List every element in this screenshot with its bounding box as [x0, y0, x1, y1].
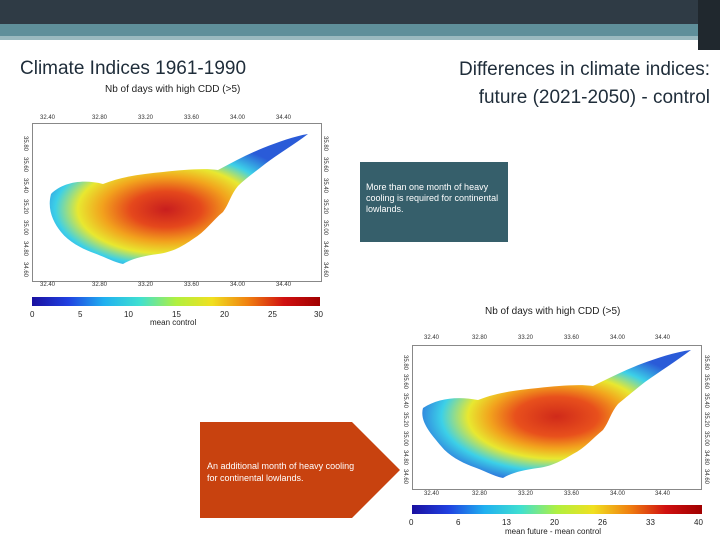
map2-bottom-lon-3: 33.60	[564, 491, 580, 497]
header-corner-block	[698, 0, 720, 50]
map1-island	[49, 134, 308, 264]
map2-right-lat-4: 35.00	[703, 431, 709, 447]
map2-right-lat-3: 35.20	[703, 412, 709, 428]
map1-top-lon-1: 32.80	[92, 115, 108, 121]
map1-right-lat-3: 35.20	[322, 199, 328, 215]
slide-title-right-line2: future (2021-2050) - control	[478, 87, 710, 108]
map2-cbar-tick-6: 40	[694, 518, 703, 527]
map2-left-lat-0: 35.80	[402, 355, 408, 371]
map1-cbar-tick-0: 0	[30, 310, 35, 319]
map1-right-lat-6: 34.60	[322, 262, 328, 278]
header-accent-bar	[0, 24, 720, 36]
callout-orange: An additional month of heavy cooling for…	[200, 422, 400, 518]
map1-top-lon-3: 33.60	[184, 115, 200, 121]
map2-left-lat-5: 34.80	[402, 450, 408, 466]
map2-right-lat-5: 34.80	[703, 450, 709, 466]
callout-orange-text: An additional month of heavy cooling for…	[207, 461, 355, 483]
slide-title-right-line1: Differences in climate indices:	[459, 59, 710, 80]
map1-top-lon-4: 34.00	[230, 115, 246, 121]
map2-bottom-lon-0: 32.40	[424, 491, 440, 497]
map2-title: Nb of days with high CDD (>5)	[485, 306, 621, 317]
callout-orange-shape	[200, 422, 400, 518]
map2-bottom-lon-4: 34.00	[610, 491, 626, 497]
map1-left-lat-0: 35.80	[22, 136, 28, 152]
map2-right-lat-2: 35.40	[703, 393, 709, 409]
slide-title-right: Differences in climate indices: future (…	[390, 56, 710, 112]
map1-top-lon-5: 34.40	[276, 115, 292, 121]
map2-cbar-label: mean future - mean control	[505, 527, 602, 536]
slide-title-left: Climate Indices 1961-1990	[20, 58, 247, 79]
map1-bottom-lon-2: 33.20	[138, 282, 154, 288]
map1-cbar-label: mean control	[150, 318, 197, 327]
map2-cbar-tick-0: 0	[409, 518, 414, 527]
map1-left-lat-2: 35.40	[22, 178, 28, 194]
map1-frame	[32, 123, 322, 282]
map2-cbar-tick-2: 13	[502, 518, 511, 527]
map1-right-lat-0: 35.80	[322, 136, 328, 152]
map1-bottom-lon-1: 32.80	[92, 282, 108, 288]
map1-cbar-tick-3: 15	[172, 310, 181, 319]
map1-cbar-tick-6: 30	[314, 310, 323, 319]
map1-cbar-tick-4: 20	[220, 310, 229, 319]
map1-left-lat-5: 34.80	[22, 241, 28, 257]
map2-right-lat-0: 35.80	[703, 355, 709, 371]
map2-right-lat-1: 35.60	[703, 374, 709, 390]
map1-right-lat-1: 35.60	[322, 157, 328, 173]
map1-title: Nb of days with high CDD (>5)	[105, 84, 241, 95]
map2-left-lat-4: 35.00	[402, 431, 408, 447]
map1-bottom-lon-0: 32.40	[40, 282, 56, 288]
map1-top-lon-0: 32.40	[40, 115, 56, 121]
map2-top-lon-5: 34.40	[655, 335, 671, 341]
map1-right-lat-4: 35.00	[322, 220, 328, 236]
map1-bottom-lon-3: 33.60	[184, 282, 200, 288]
map2-left-lat-3: 35.20	[402, 412, 408, 428]
map2-top-lon-4: 34.00	[610, 335, 626, 341]
map1-bottom-lon-4: 34.00	[230, 282, 246, 288]
map2-top-lon-3: 33.60	[564, 335, 580, 341]
map1-top-lon-2: 33.20	[138, 115, 154, 121]
map1-right-lat-5: 34.80	[322, 241, 328, 257]
map2-bottom-lon-5: 34.40	[655, 491, 671, 497]
map2-left-lat-1: 35.60	[402, 374, 408, 390]
map2-top-lon-1: 32.80	[472, 335, 488, 341]
map1-left-lat-1: 35.60	[22, 157, 28, 173]
map2-colorbar	[412, 505, 702, 514]
map1-bottom-lon-5: 34.40	[276, 282, 292, 288]
map2-top-lon-0: 32.40	[424, 335, 440, 341]
map2-left-lat-6: 34.60	[402, 469, 408, 485]
map1-left-lat-6: 34.60	[22, 262, 28, 278]
map1-left-lat-4: 35.00	[22, 220, 28, 236]
map2-bottom-lon-1: 32.80	[472, 491, 488, 497]
map1-left-lat-3: 35.20	[22, 199, 28, 215]
map2-bottom-lon-2: 33.20	[518, 491, 534, 497]
map2-island	[422, 350, 691, 478]
header-light-bar	[0, 36, 720, 40]
map1-cbar-tick-2: 10	[124, 310, 133, 319]
map2-cbar-tick-3: 20	[550, 518, 559, 527]
map2-cbar-tick-5: 33	[646, 518, 655, 527]
map2-frame	[412, 345, 702, 490]
map1-right-lat-2: 35.40	[322, 178, 328, 194]
map1-cbar-tick-5: 25	[268, 310, 277, 319]
map2-cbar-tick-4: 26	[598, 518, 607, 527]
map1-colorbar	[32, 297, 320, 306]
map2-cbar-tick-1: 6	[456, 518, 461, 527]
header-bar	[0, 0, 720, 24]
callout-teal: More than one month of heavy cooling is …	[360, 162, 508, 242]
map2-top-lon-2: 33.20	[518, 335, 534, 341]
map2-left-lat-2: 35.40	[402, 393, 408, 409]
map2-right-lat-6: 34.60	[703, 469, 709, 485]
map1-cbar-tick-1: 5	[78, 310, 83, 319]
